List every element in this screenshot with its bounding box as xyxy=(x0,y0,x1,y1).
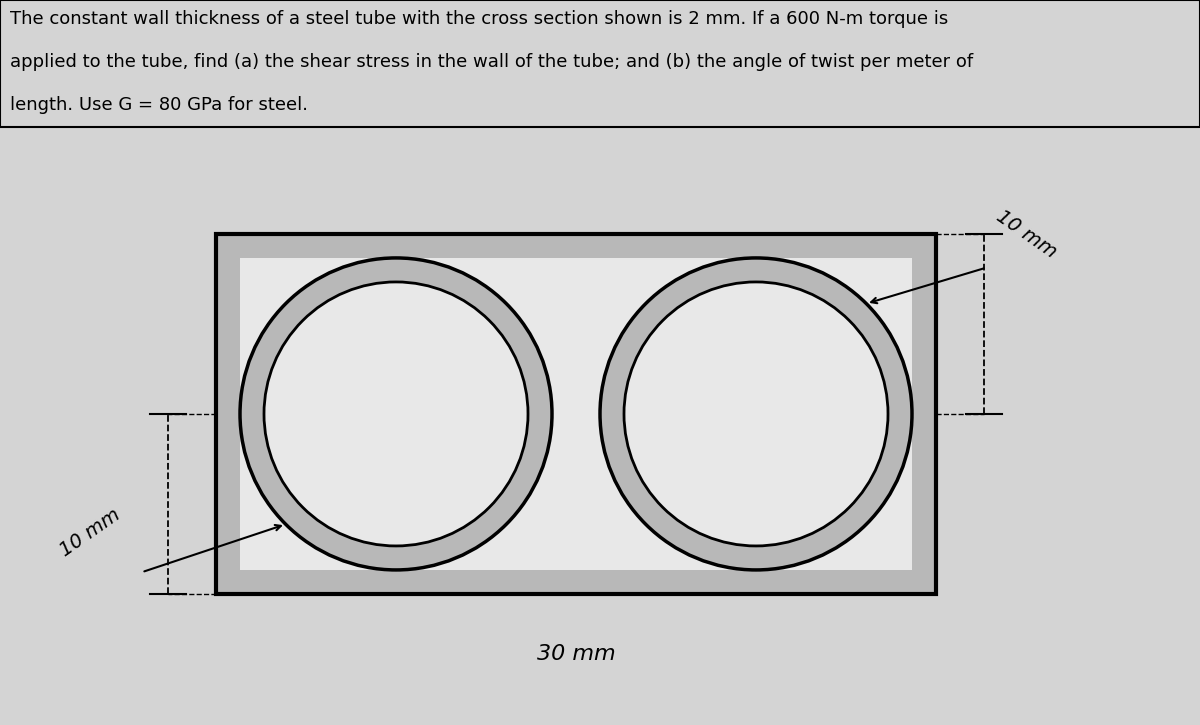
Text: length. Use G = 80 GPa for steel.: length. Use G = 80 GPa for steel. xyxy=(10,96,307,115)
Text: 10 mm: 10 mm xyxy=(992,207,1060,262)
Text: applied to the tube, find (a) the shear stress in the wall of the tube; and (b) : applied to the tube, find (a) the shear … xyxy=(10,54,973,71)
Circle shape xyxy=(624,282,888,546)
Text: 10 mm: 10 mm xyxy=(56,505,124,560)
Bar xyxy=(216,234,936,594)
Circle shape xyxy=(264,282,528,546)
Bar xyxy=(216,234,936,594)
Text: The constant wall thickness of a steel tube with the cross section shown is 2 mm: The constant wall thickness of a steel t… xyxy=(10,10,948,28)
Text: 30 mm: 30 mm xyxy=(536,644,616,664)
Bar xyxy=(240,258,912,570)
Circle shape xyxy=(600,258,912,570)
Circle shape xyxy=(240,258,552,570)
